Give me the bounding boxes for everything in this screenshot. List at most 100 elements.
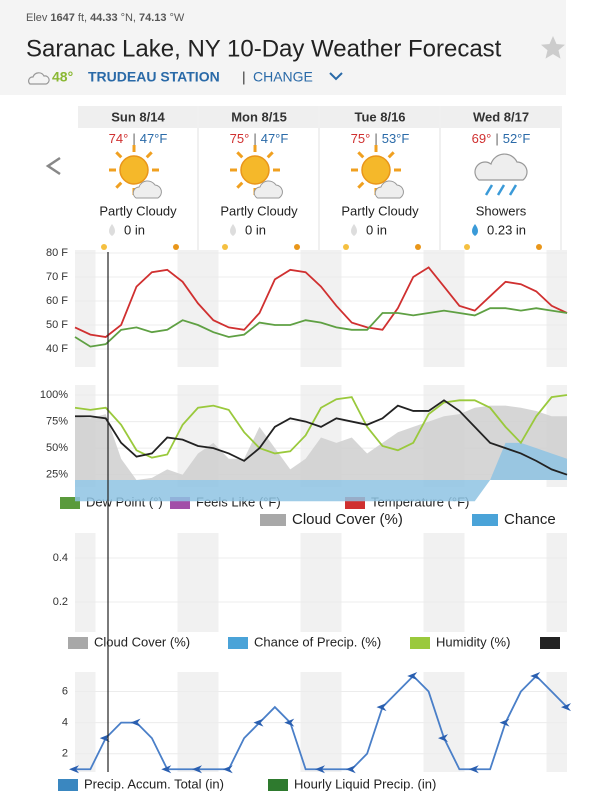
day-condition: Partly Cloudy xyxy=(99,203,177,218)
separator: | xyxy=(242,69,246,85)
sun-ray xyxy=(236,181,244,189)
sunrise-dot xyxy=(464,244,470,250)
elevation: Elev 1647 ft, 44.33 °N, 74.13 °W xyxy=(26,12,185,24)
sun xyxy=(361,155,391,185)
change-chevron[interactable] xyxy=(329,72,343,81)
y-tick-label: 60 F xyxy=(46,295,68,307)
wind-arrow xyxy=(407,672,418,680)
elevation-part: °W xyxy=(170,12,185,24)
legend-label: Chance of Precip. (%) xyxy=(254,634,381,649)
sun-ray xyxy=(387,151,395,159)
favorite-star[interactable] xyxy=(541,36,565,59)
station-name[interactable]: TRUDEAU STATION xyxy=(88,69,220,85)
sunset-dot xyxy=(294,244,300,250)
legend-swatch xyxy=(260,514,286,526)
wind-arrow xyxy=(561,703,571,712)
night-band xyxy=(198,533,219,632)
night-band xyxy=(321,533,342,632)
chart-panel: 80 F 70 F 60 F 50 F 40 F xyxy=(46,247,568,367)
elevation-part: °N, xyxy=(121,12,136,24)
legend-swatch xyxy=(540,637,560,649)
elevation-part: 44.33 xyxy=(90,12,118,24)
legend-swatch xyxy=(58,779,78,791)
night-band xyxy=(300,672,321,772)
legend-label: Humidity (%) xyxy=(436,634,510,649)
day-header-bg xyxy=(441,106,560,128)
precip-drop xyxy=(351,224,357,236)
weather-icon xyxy=(109,145,162,199)
legend-swatch xyxy=(268,779,288,791)
y-tick-label: 0.4 xyxy=(53,552,68,564)
wind-arrow xyxy=(315,765,325,774)
change-link[interactable]: CHANGE xyxy=(253,69,313,85)
night-band xyxy=(75,533,96,632)
precip-drop xyxy=(230,224,236,236)
y-tick-label: 6 xyxy=(62,685,68,697)
night-band xyxy=(177,533,198,632)
prev-arrow[interactable] xyxy=(45,156,61,176)
wind-arrow xyxy=(222,765,233,774)
day-precip: 0 in xyxy=(245,222,266,237)
wind-arrow xyxy=(161,765,172,774)
sunset-dot xyxy=(173,244,179,250)
night-band xyxy=(177,672,198,772)
series-line xyxy=(74,307,568,348)
elevation-part: Elev xyxy=(26,12,48,24)
night-band xyxy=(444,250,465,367)
y-tick-label: 40 F xyxy=(46,343,68,355)
elevation-part: ft, xyxy=(78,12,87,24)
day-precip: 0.23 in xyxy=(487,222,526,237)
sunset-dot xyxy=(415,244,421,250)
temp-separator: | xyxy=(253,131,256,146)
sun-ray xyxy=(236,151,244,159)
y-tick-label: 100% xyxy=(40,389,68,401)
y-tick-label: 4 xyxy=(62,717,68,729)
wind-arrow xyxy=(130,718,141,727)
series-line xyxy=(74,266,568,338)
chart-panel: 0.4 0.2 xyxy=(53,533,567,632)
day-header-bg xyxy=(78,106,197,128)
sun-ray xyxy=(115,181,123,189)
y-tick-label: 2 xyxy=(62,748,68,760)
day-temps: 69° | 52°F xyxy=(472,131,531,146)
day-condition: Partly Cloudy xyxy=(341,203,419,218)
legend-swatch xyxy=(410,637,430,649)
day-date: Mon 8/15 xyxy=(231,109,287,124)
night-band xyxy=(75,672,96,772)
wind-arrow xyxy=(253,718,264,727)
sunset-dot xyxy=(536,244,542,250)
day-temps: 74° | 47°F xyxy=(109,131,168,146)
legend-label: Hourly Liquid Precip. (in) xyxy=(294,776,436,791)
y-tick-label: 70 F xyxy=(46,271,68,283)
legend-swatch xyxy=(228,637,248,649)
day-precip: 0 in xyxy=(124,222,145,237)
day-precip: 0 in xyxy=(366,222,387,237)
legend-label: Chance xyxy=(504,511,556,528)
day-low: 52°F xyxy=(503,131,531,146)
day-header-bg xyxy=(320,106,439,128)
series-area xyxy=(75,405,567,480)
cloud xyxy=(253,180,283,199)
legend-label: Precip. Accum. Total (in) xyxy=(84,776,224,791)
night-band xyxy=(75,250,96,367)
day-condition: Partly Cloudy xyxy=(220,203,298,218)
wind-arrow xyxy=(376,703,387,712)
sun-ray xyxy=(145,151,153,159)
sun-ray xyxy=(357,181,365,189)
rain-drop xyxy=(508,184,518,196)
night-band xyxy=(300,250,321,367)
y-tick-label: 50 F xyxy=(46,319,68,331)
night-band xyxy=(198,250,219,367)
day-temps: 75° | 47°F xyxy=(230,131,289,146)
cloud xyxy=(474,153,528,181)
sunrise-dot xyxy=(222,244,228,250)
sun xyxy=(119,155,149,185)
precip-drop xyxy=(109,224,115,236)
night-band xyxy=(321,672,342,772)
wind-arrow xyxy=(530,672,541,680)
day-high: 69° xyxy=(472,131,492,146)
wind-arrow xyxy=(69,765,79,774)
sunrise-dot xyxy=(343,244,349,250)
sun xyxy=(240,155,270,185)
